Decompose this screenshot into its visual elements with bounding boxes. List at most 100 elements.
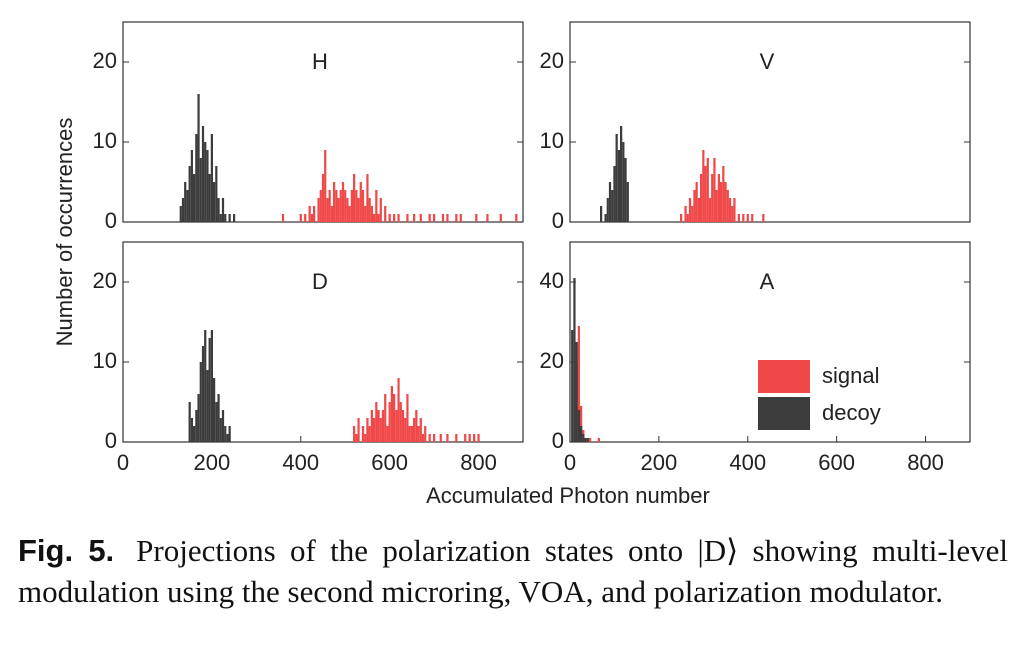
x-tick-label: 600 [371,450,408,475]
bar [346,198,349,222]
bar [473,434,476,442]
bar [219,418,222,442]
bar [199,158,202,222]
bar [313,206,316,222]
bar [299,214,302,222]
bar [577,410,580,442]
bar [584,438,587,442]
y-tick-label: 10 [93,348,117,373]
bar [401,410,405,442]
bar [737,214,740,222]
bar [717,174,720,222]
bar [330,206,333,222]
bar [339,190,342,222]
bar [324,150,327,222]
bar [580,406,583,442]
bar [693,190,696,222]
bar [361,190,365,222]
bar [373,418,376,442]
bar [464,434,467,442]
bar [613,166,616,222]
bar [281,214,285,222]
bar [357,418,360,442]
bar [608,182,612,222]
bar [691,206,694,222]
bar [326,198,329,222]
bar [586,438,589,442]
y-tick-label: 10 [93,128,117,153]
bar [726,190,729,222]
bar [210,330,213,442]
bar [224,214,227,222]
bar [190,150,193,222]
bar [361,426,365,442]
bar [406,394,409,442]
bar [742,214,745,222]
bar [702,150,705,222]
bar [604,214,607,222]
bar [353,426,356,442]
bar [433,214,436,222]
bar [224,426,227,442]
bar [228,426,231,442]
y-tick-label: 0 [552,208,564,233]
bar [197,394,200,442]
bar [370,410,373,442]
bar [499,214,502,222]
bar [308,206,311,222]
bar [404,418,407,442]
x-tick-label: 200 [194,450,231,475]
bar [201,346,205,442]
bar [708,198,712,222]
bar [368,426,371,442]
bar [615,134,618,222]
bar [388,214,391,222]
bar [390,386,393,442]
bar [364,206,367,222]
bar [201,126,205,222]
bar [704,166,707,222]
x-tick-label: 800 [460,450,497,475]
y-axis-label: Number of occurrences [52,118,77,347]
bar [357,198,360,222]
bar [217,198,220,222]
bar [355,190,358,222]
bar [399,402,402,442]
bar [419,418,422,442]
bar [439,434,442,442]
bar [215,166,218,222]
bar [366,174,369,222]
bar [384,394,387,442]
bar [370,206,373,222]
bar [186,190,189,222]
bar [697,198,700,222]
bar [350,190,353,222]
bar [195,134,198,222]
bar [713,158,716,222]
bar [206,370,209,442]
bar [446,214,449,222]
bar [475,214,478,222]
bar [310,214,313,222]
bar [751,214,754,222]
bar [762,214,765,222]
bar [393,394,396,442]
bar [413,214,416,222]
bar [377,214,380,222]
bar [722,166,725,222]
legend-label: decoy [822,400,881,425]
bar [368,198,371,222]
bar [228,214,231,222]
bar [319,190,322,222]
bar [611,190,614,222]
panel-title: D [312,269,328,294]
bar [477,434,480,442]
bar [381,410,385,442]
bar [208,338,211,442]
bar [204,330,207,442]
bar [413,418,416,442]
bar [620,126,623,222]
bar [688,198,692,222]
bar [193,426,196,442]
